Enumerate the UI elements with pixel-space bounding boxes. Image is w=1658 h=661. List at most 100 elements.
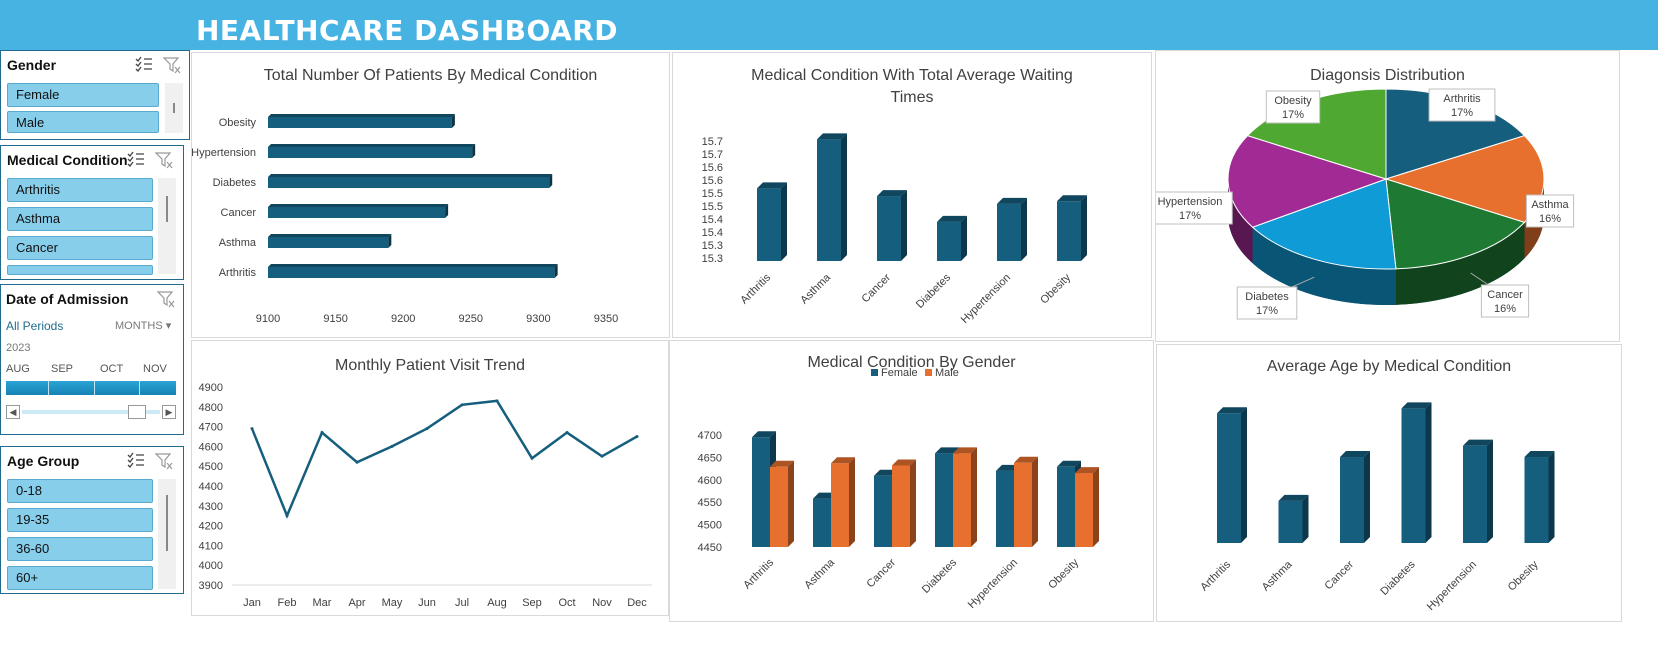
bar-hypertension — [997, 197, 1027, 261]
period-unit-dropdown[interactable]: MONTHS ▾ — [115, 319, 171, 332]
category-label: Diabetes — [920, 556, 960, 596]
multi-select-icon[interactable] — [135, 56, 153, 74]
multi-select-icon[interactable] — [127, 151, 145, 169]
trend-point — [390, 444, 394, 448]
y-tick-label: 4500 — [698, 520, 722, 532]
bar-male-hypertension — [1014, 456, 1038, 547]
scroll-left-icon[interactable]: ◀ — [6, 405, 20, 419]
pie-side-hypertension — [1228, 179, 1253, 264]
category-label: Asthma — [802, 556, 837, 591]
trend-point — [565, 431, 569, 435]
x-tick-label: Jan — [243, 597, 261, 609]
slicer-item-male[interactable]: Male — [7, 111, 159, 133]
scroll-right-icon[interactable]: ▶ — [162, 405, 176, 419]
category-label: Arthritis — [741, 556, 776, 591]
data-label-box — [1236, 286, 1298, 320]
slicer-item-36-60[interactable]: 36-60 — [7, 537, 153, 561]
y-tick-label: 4200 — [199, 521, 223, 533]
y-tick-label: 15.7 — [702, 136, 723, 148]
bar-cancer — [268, 204, 449, 218]
y-tick-label: 15.6 — [702, 175, 723, 187]
pie-slice-diabetes — [1251, 178, 1397, 270]
waiting-chart: 15.715.715.615.615.515.515.415.415.315.3… — [702, 133, 1087, 326]
slicer-scrollbar[interactable] — [158, 479, 176, 589]
bar-asthma — [817, 133, 847, 261]
chart-title: Medical Condition By Gender — [807, 354, 1016, 371]
data-label-name: Hypertension — [1158, 196, 1223, 208]
trend-point — [635, 435, 639, 438]
trend-point — [250, 427, 254, 431]
category-label: Cancer — [860, 271, 894, 305]
x-tick-label: 9150 — [323, 313, 347, 325]
y-tick-label: 4500 — [199, 461, 223, 473]
gender-chart: Female Male 4700 4650 4600 4550 4500 4450 Arthri… — [698, 367, 1099, 611]
x-tick-label: Apr — [348, 597, 365, 609]
trend-point — [530, 456, 534, 460]
y-tick-label: 4100 — [199, 540, 223, 552]
slicer-scrollbar[interactable] — [165, 83, 183, 133]
slicer-item-60-plus[interactable]: 60+ — [7, 566, 153, 590]
clear-filter-icon[interactable] — [155, 151, 173, 169]
bar-diabetes — [268, 174, 553, 188]
clear-filter-icon[interactable] — [163, 56, 181, 74]
slicer-item-arthritis[interactable]: Arthritis — [7, 178, 153, 202]
category-label: Diabetes — [914, 271, 954, 311]
clear-filter-icon[interactable] — [156, 290, 175, 313]
category-label: Obesity — [1046, 556, 1081, 591]
clear-filter-icon[interactable] — [155, 452, 173, 470]
slicer-item-cancer[interactable]: Cancer — [7, 236, 153, 260]
chart-title: Average Age by Medical Condition — [1266, 358, 1512, 375]
diagnosis-chart-panel: Diagonsis Distribution Arthritis 17% Asthm… — [1155, 50, 1620, 342]
x-tick-label: Oct — [558, 597, 575, 609]
bar-male-asthma — [831, 457, 855, 547]
x-tick-label: Jul — [455, 597, 469, 609]
category-label: Asthma — [1260, 558, 1295, 593]
x-tick-label: 9200 — [391, 313, 415, 325]
slicer-item-partial[interactable] — [7, 265, 153, 275]
x-tick-label: Dec — [627, 597, 647, 609]
x-tick-label: 9250 — [459, 313, 483, 325]
category-label: Cancer — [865, 556, 899, 590]
category-label: Diabetes — [1378, 558, 1418, 598]
x-tick-label: Jun — [418, 597, 436, 609]
pie-side-cancer — [1395, 222, 1525, 305]
x-tick-label: 9350 — [594, 313, 618, 325]
pie-slice-cancer — [1385, 178, 1526, 270]
multi-select-icon[interactable] — [127, 452, 145, 470]
slicer-item-female[interactable]: Female — [7, 83, 159, 107]
patients-chart-panel: Total Number Of Patients By Medical Cond… — [191, 52, 670, 338]
period-unit-label: MONTHS — [115, 320, 163, 332]
slicer-item-0-18[interactable]: 0-18 — [7, 479, 153, 503]
y-tick-label: 4600 — [199, 441, 223, 453]
category-label: Asthma — [798, 271, 833, 306]
data-label-box — [1265, 90, 1321, 124]
data-label-name: Asthma — [1531, 199, 1569, 211]
bar-hypertension — [268, 144, 476, 158]
slicer-scrollbar[interactable] — [158, 178, 176, 274]
y-tick-label: 15.4 — [702, 214, 723, 226]
timeline-scrollbar[interactable]: ◀ ▶ — [6, 405, 176, 419]
y-tick-label: 15.3 — [702, 240, 723, 252]
y-tick-label: 15.6 — [702, 162, 723, 174]
scroll-thumb[interactable] — [128, 405, 146, 419]
timeline-bar[interactable] — [6, 381, 176, 395]
bar-asthma — [1278, 494, 1309, 543]
trend-chart: 4900 4800 4700 4600 4500 4400 4300 4200 4100 4000… — [199, 382, 652, 609]
category-label: Cancer — [1323, 558, 1357, 592]
legend-swatch-male — [925, 369, 932, 376]
category-label: Obesity — [219, 117, 257, 129]
bar-hypertension — [1463, 439, 1493, 543]
bar-male-cancer — [892, 459, 916, 547]
slicer-item-19-35[interactable]: 19-35 — [7, 508, 153, 532]
trend-point — [425, 427, 429, 431]
date-slicer: Date of Admission All Periods MONTHS ▾ 2… — [0, 284, 184, 435]
slicer-item-asthma[interactable]: Asthma — [7, 207, 153, 231]
condition-slicer: Medical Condition Arthritis Asthma Cance… — [0, 145, 184, 280]
y-tick-label: 15.5 — [702, 188, 723, 200]
bar-diabetes — [937, 215, 967, 261]
data-label-box — [1156, 191, 1233, 225]
chart-title: Monthly Patient Visit Trend — [334, 357, 526, 374]
category-label: Asthma — [219, 237, 257, 249]
category-label: Obesity — [1038, 271, 1073, 306]
trend-point — [285, 514, 289, 518]
